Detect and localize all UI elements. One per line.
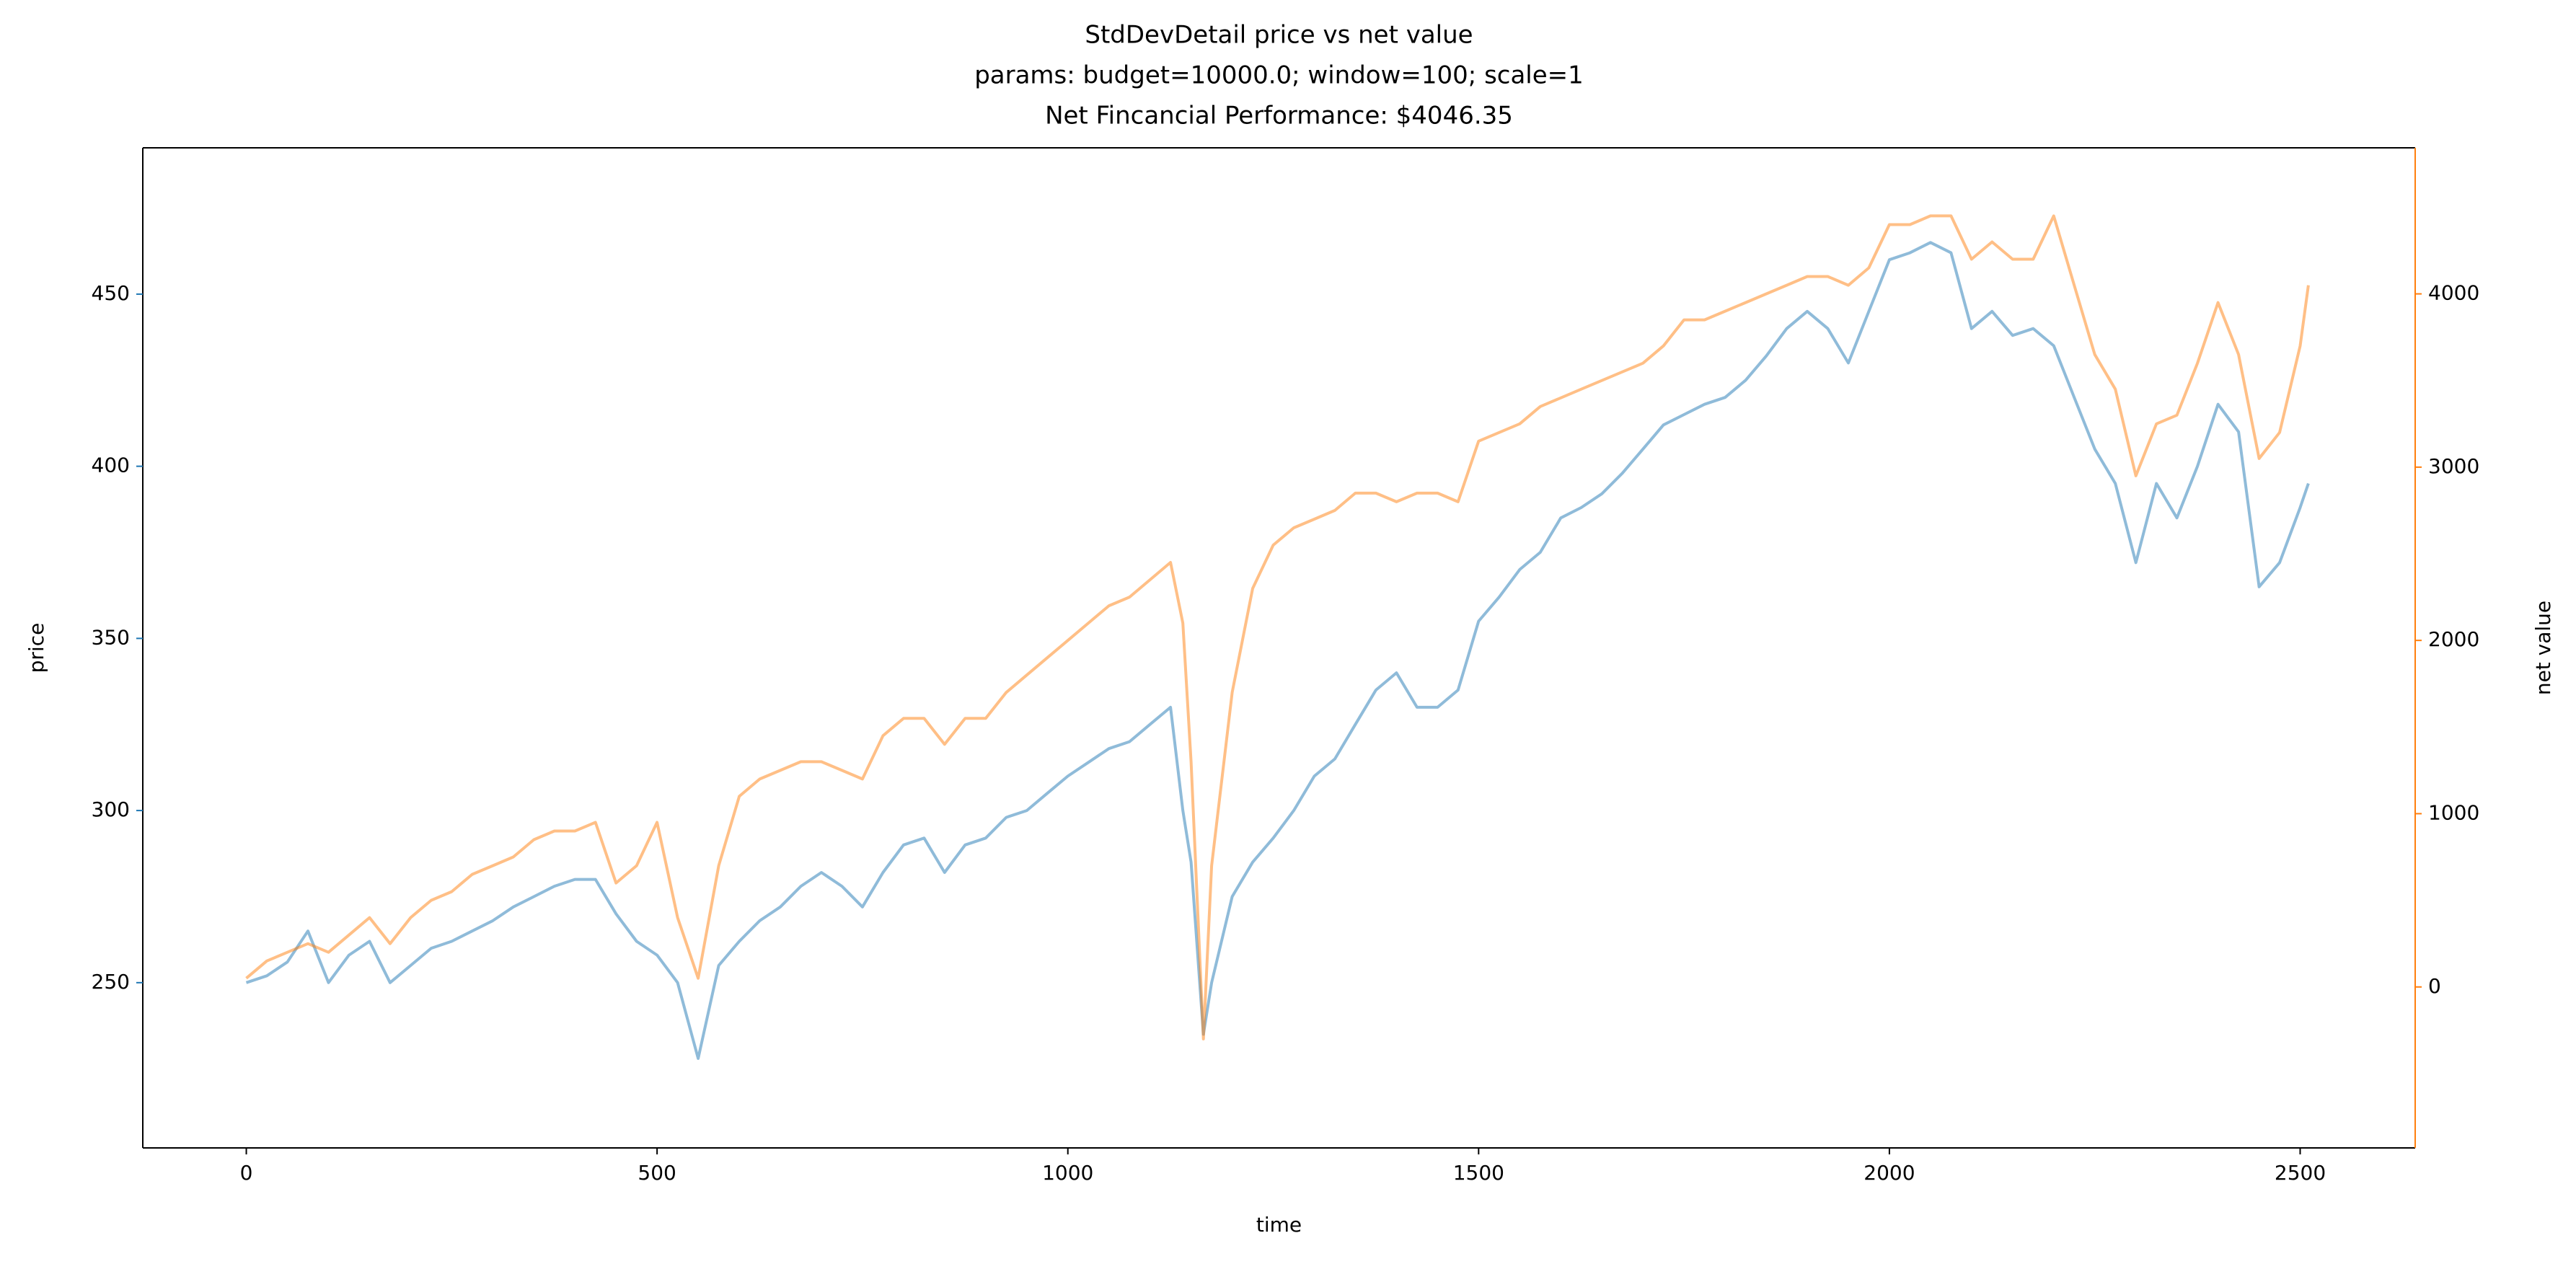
y2-tick-label: 2000 bbox=[2428, 627, 2479, 651]
y2-tick-label: 4000 bbox=[2428, 281, 2479, 305]
y-tick-label: 300 bbox=[92, 797, 130, 821]
y-tick-label: 350 bbox=[92, 625, 130, 649]
chart-title: Net Fincancial Performance: $4046.35 bbox=[1045, 102, 1513, 131]
x-tick-label: 0 bbox=[240, 1161, 253, 1185]
data-line bbox=[245, 214, 2310, 1040]
chart-title: params: budget=10000.0; window=100; scal… bbox=[974, 61, 1584, 90]
y-tick-label: 450 bbox=[92, 281, 130, 305]
x-axis-label: time bbox=[1256, 1213, 1302, 1237]
y-axis-label: price bbox=[25, 623, 48, 673]
x-tick-label: 1000 bbox=[1042, 1161, 1093, 1185]
chart-title: StdDevDetail price vs net value bbox=[1085, 21, 1473, 50]
x-tick-label: 2000 bbox=[1863, 1161, 1915, 1185]
y2-axis-label: net value bbox=[2531, 601, 2555, 695]
x-tick-label: 500 bbox=[638, 1161, 676, 1185]
y-tick-label: 400 bbox=[92, 454, 130, 477]
y2-tick-label: 1000 bbox=[2428, 800, 2479, 824]
y-tick-label: 250 bbox=[92, 970, 130, 994]
x-tick-label: 1500 bbox=[1453, 1161, 1504, 1185]
data-line bbox=[245, 241, 2310, 1060]
y2-tick-label: 0 bbox=[2428, 974, 2441, 998]
x-tick-label: 2500 bbox=[2275, 1161, 2326, 1185]
y2-tick-label: 3000 bbox=[2428, 454, 2479, 478]
